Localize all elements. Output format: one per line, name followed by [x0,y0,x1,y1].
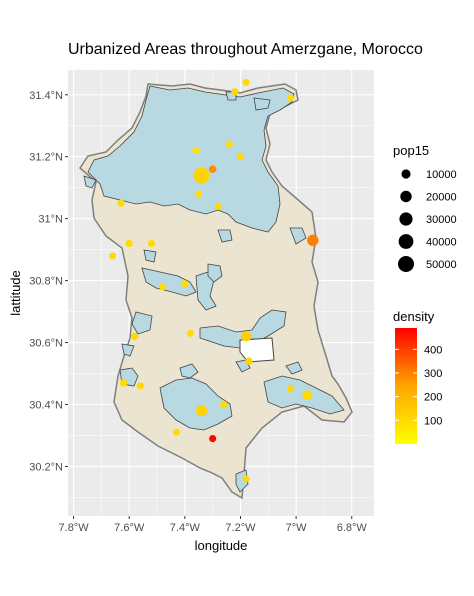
y-tick-label: 31.2°N [29,152,63,164]
size-legend-label: 40000 [426,237,457,249]
population-point [186,329,194,337]
population-point [240,331,252,342]
population-point [307,234,319,247]
size-legend-key [398,256,414,272]
x-tick-label: 7.2°W [225,522,256,534]
color-legend-label: 100 [424,415,442,427]
size-legend-label: 20000 [426,192,457,204]
population-point [242,475,250,483]
population-point [214,202,222,210]
size-legend-label: 10000 [426,169,457,181]
x-tick-label: 7.6°W [114,522,145,534]
urban-patches [83,91,345,493]
population-point [209,435,217,443]
x-tick-label: 7°W [286,522,308,534]
color-legend-bar [395,328,417,444]
y-tick-label: 30.6°N [29,338,63,350]
x-axis: 7.8°W 7.6°W 7.4°W 7.2°W 7°W 6.8°W [59,516,368,534]
population-point [196,405,208,417]
color-legend-label: 400 [424,344,442,356]
population-point [125,239,133,247]
population-point [302,390,313,401]
size-legend-title: pop15 [393,143,429,158]
population-point [181,280,189,288]
size-legend-label: 30000 [426,214,457,226]
size-legend-label: 50000 [426,259,457,271]
y-axis: 30.2°N 30.4°N 30.6°N 30.8°N 31°N 31.2°N 31.4°N [29,90,68,473]
population-point [286,385,295,393]
x-axis-title: longitude [195,538,248,553]
population-point [136,382,144,390]
population-point [242,78,250,86]
region-hole [239,337,275,363]
population-point [117,199,125,207]
x-tick-label: 6.8°W [337,522,368,534]
population-point [159,283,167,291]
color-legend: density 100 200 300 400 [393,309,442,444]
population-point [108,252,117,260]
y-tick-label: 31.4°N [29,90,63,102]
population-point [231,88,239,96]
population-point [220,400,228,409]
population-points [108,78,319,483]
size-legend: pop15 10000 20000 30000 40000 50000 [393,143,457,272]
size-legend-key [399,212,413,226]
y-tick-label: 31°N [38,214,63,226]
urban-area-north [87,85,295,233]
population-point [172,428,181,436]
population-point [225,140,233,148]
color-legend-label: 300 [424,368,442,380]
size-legend-key [401,169,411,179]
color-legend-label: 200 [424,392,442,404]
population-point [147,239,156,247]
population-point [119,379,128,387]
x-tick-label: 7.8°W [59,522,90,534]
x-tick-label: 7.4°W [170,522,201,534]
population-point [286,94,295,102]
y-tick-label: 30.4°N [29,400,63,412]
population-point [131,332,139,341]
y-tick-label: 30.8°N [29,276,63,288]
population-point [236,153,245,161]
size-legend-key [398,234,414,249]
y-axis-title: lattitude [8,270,23,316]
population-point [192,146,200,155]
size-legend-key [400,190,412,203]
population-point [208,165,217,173]
map-title: Urbanized Areas throughout Amerzgane, Mo… [68,41,423,58]
population-point [193,167,210,184]
y-tick-label: 30.2°N [29,461,63,473]
population-point [195,190,203,198]
population-point [245,357,253,365]
color-legend-title: density [393,309,435,324]
